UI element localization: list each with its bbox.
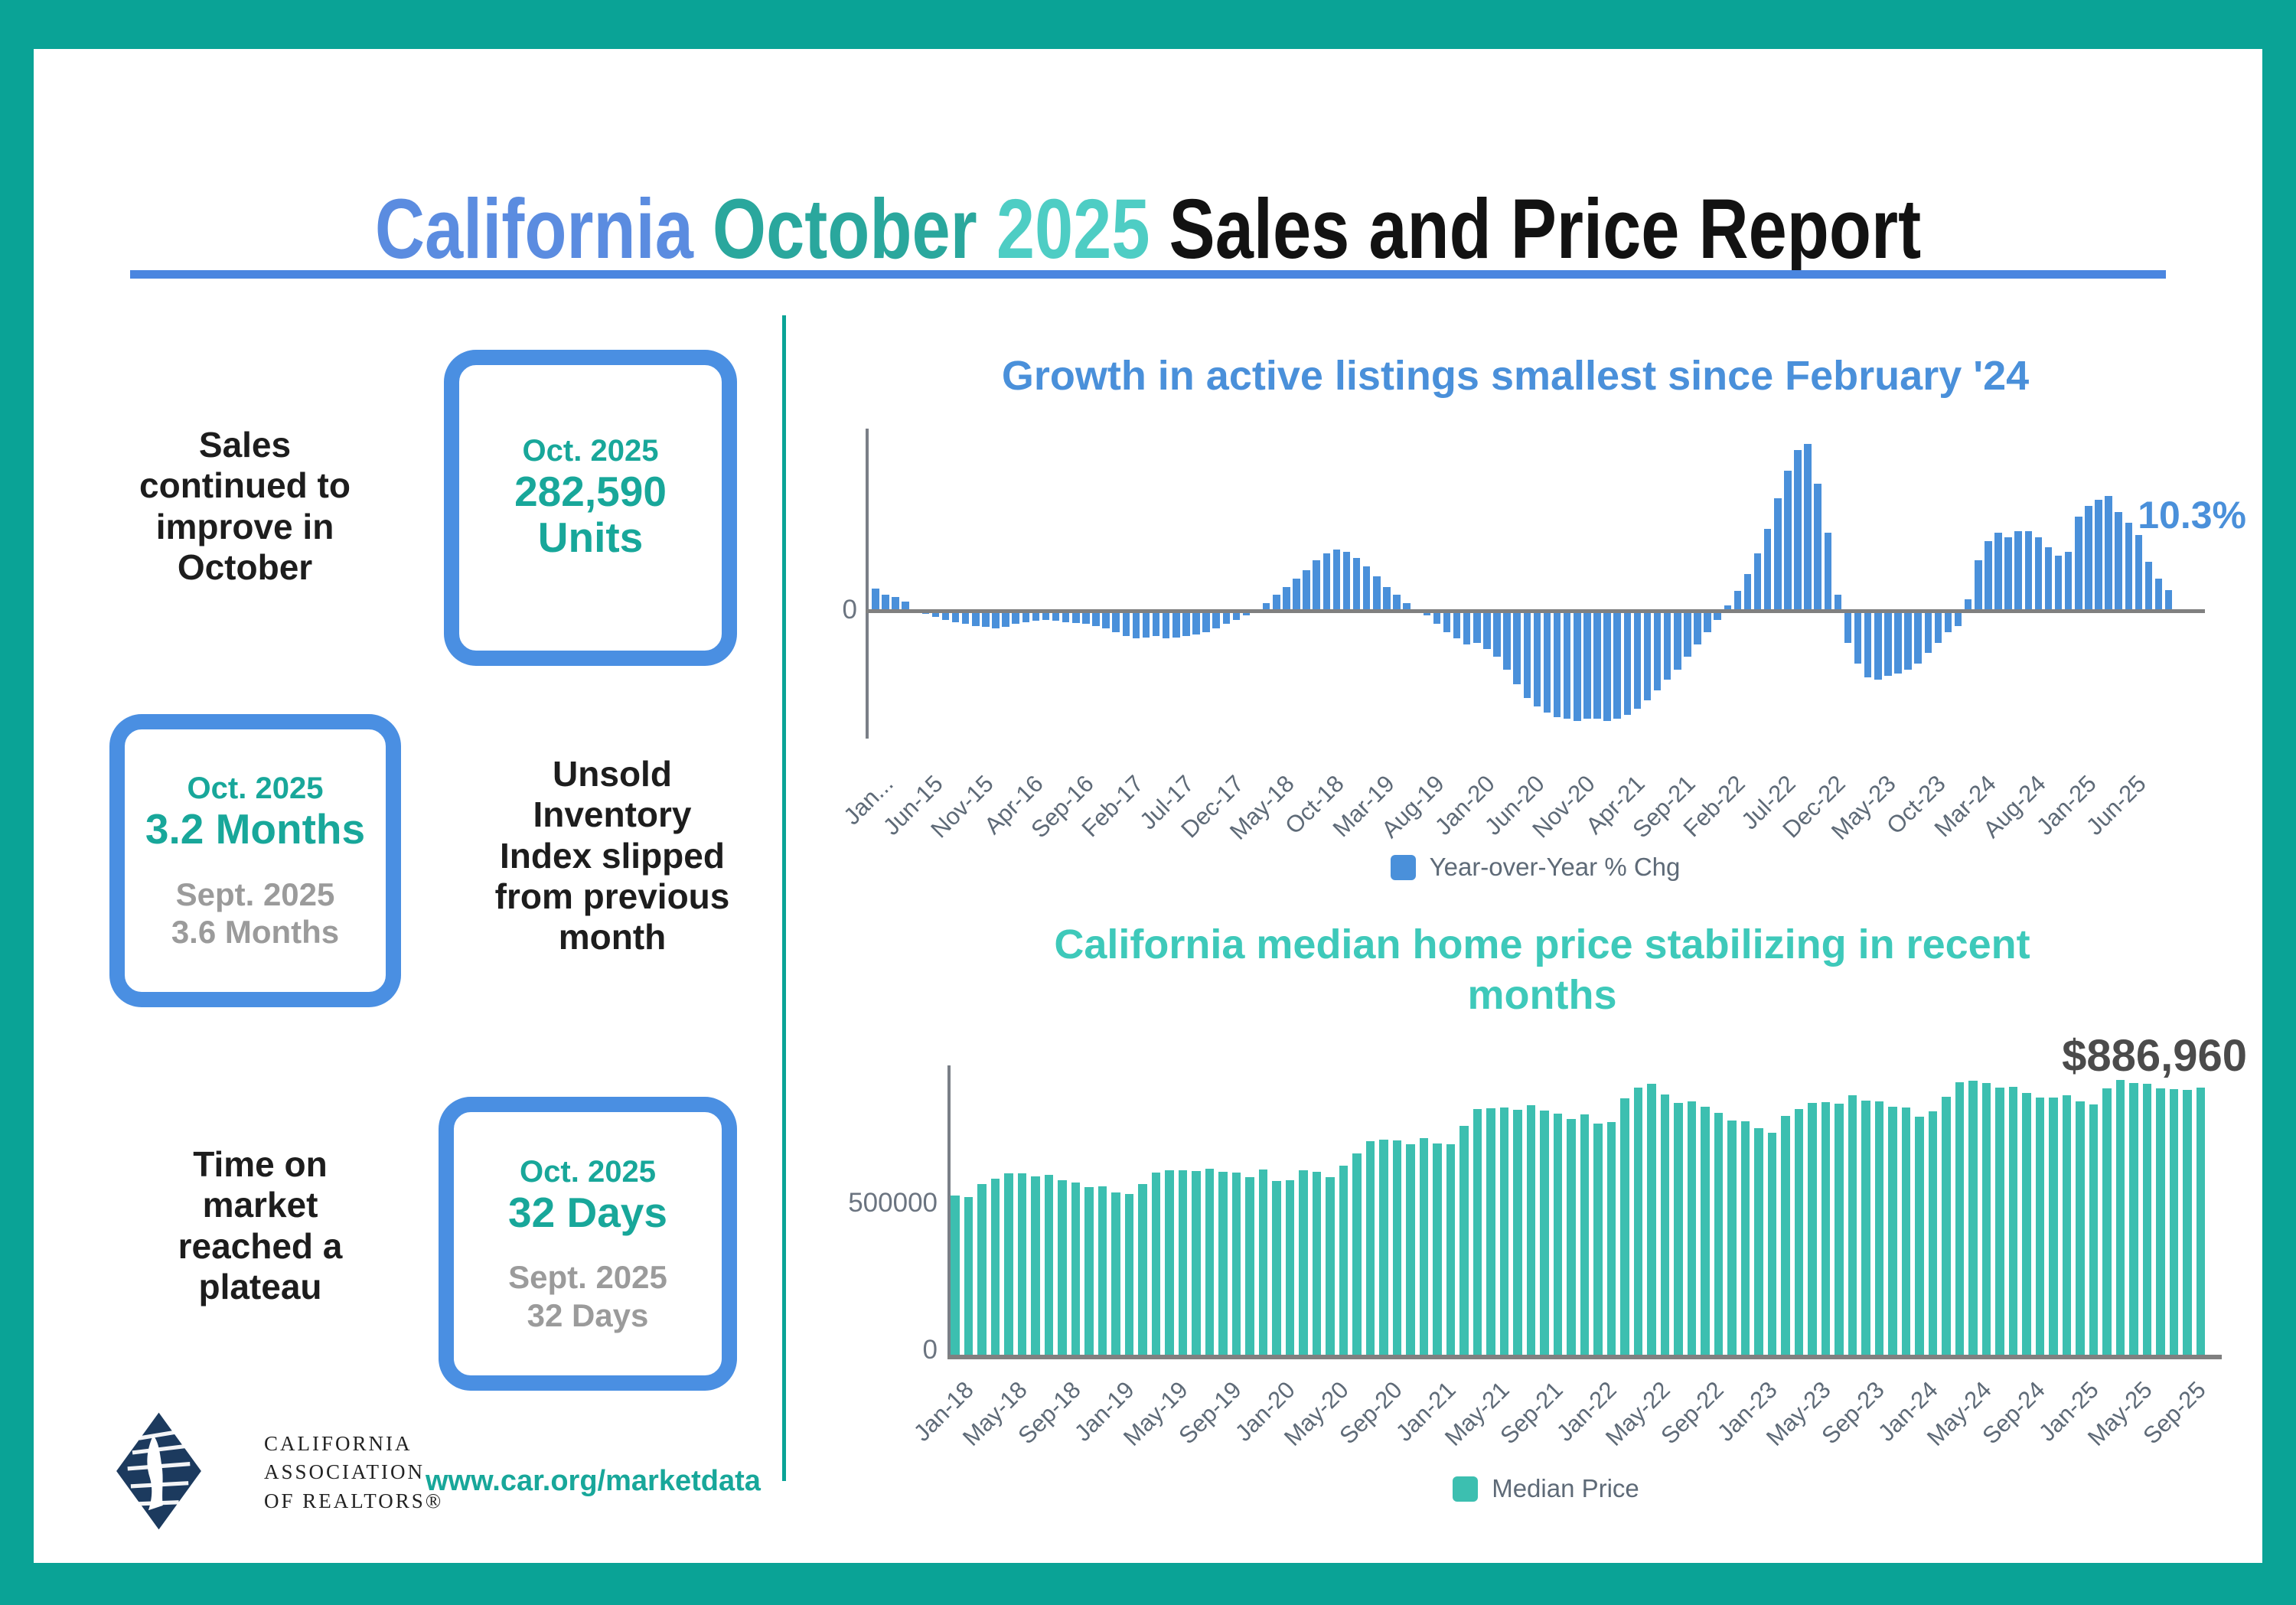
listings-annotation: 10.3%	[2138, 494, 2246, 537]
stat-sales-label: Sales continued to improve in October	[139, 425, 351, 588]
logo-figure	[147, 1434, 163, 1511]
price-chart-ytick-0: 0	[922, 1335, 938, 1365]
listings-chart-ytick-0: 0	[842, 595, 857, 625]
title-word-rest: Sales and Price Report	[1169, 181, 1922, 276]
price-chart-title: California median home price stabilizing…	[1054, 922, 2030, 1018]
marketdata-url-link[interactable]: www.car.org/marketdata	[426, 1465, 761, 1497]
stat-sales-period: Oct. 2025	[522, 434, 659, 468]
title-word-october: October	[712, 181, 996, 276]
title-word-year: 2025	[996, 181, 1169, 276]
stat-time-box: Oct. 2025 32 Days Sept. 2025 32 Days	[439, 1097, 737, 1391]
stat-sales-value: 282,590	[514, 468, 667, 516]
stat-time-prev-value: 32 Days	[527, 1297, 649, 1333]
stat-time-period: Oct. 2025	[520, 1154, 656, 1189]
stat-inventory-box: Oct. 2025 3.2 Months Sept. 2025 3.6 Mont…	[109, 714, 401, 1007]
price-chart-ytick-500000: 500000	[848, 1188, 938, 1218]
stat-inventory-prev-period: Sept. 2025	[175, 876, 335, 912]
stat-inventory-label: Unsold Inventory Index slipped from prev…	[494, 754, 730, 957]
listings-chart-title: Growth in active listings smallest since…	[1001, 353, 2030, 399]
car-logo-icon	[116, 1412, 201, 1530]
vertical-divider	[782, 315, 786, 1481]
price-legend-label: Median Price	[1492, 1474, 1639, 1502]
stat-sales-unit: Units	[537, 513, 644, 561]
title-word-california: California	[374, 181, 713, 276]
stat-time-value: 32 Days	[508, 1188, 667, 1236]
listings-chart-y-axis	[866, 429, 869, 739]
listings-chart-zero-line	[866, 609, 2205, 613]
stat-time-label: Time on market reached a plateau	[178, 1144, 343, 1307]
price-legend-swatch-icon	[1453, 1476, 1479, 1502]
title-underline-rule	[130, 270, 2166, 279]
page-title: California October 2025 Sales and Price …	[207, 181, 2089, 276]
listings-legend-swatch-icon	[1390, 854, 1416, 880]
stat-inventory-value: 3.2 Months	[145, 805, 366, 853]
logo-line-3: OF REALTORS®	[264, 1489, 444, 1512]
price-legend: Median Price	[880, 1474, 2212, 1503]
stat-inventory-period: Oct. 2025	[187, 772, 324, 806]
stat-sales-box: Oct. 2025 282,590 Units	[444, 350, 737, 666]
car-logo-text: CALIFORNIA ASSOCIATION OF REALTORS®	[264, 1430, 570, 1515]
listings-legend-label: Year-over-Year % Chg	[1429, 853, 1681, 881]
price-annotation: $886,960	[2062, 1031, 2247, 1081]
price-chart-baseline	[947, 1355, 2222, 1359]
stat-inventory-prev-value: 3.6 Months	[171, 914, 340, 951]
stat-time-prev-period: Sept. 2025	[508, 1259, 667, 1296]
logo-line-1: CALIFORNIA	[264, 1432, 413, 1455]
listings-legend: Year-over-Year % Chg	[866, 853, 2205, 882]
price-chart-y-axis	[947, 1065, 951, 1357]
logo-line-2: ASSOCIATION	[264, 1460, 426, 1484]
